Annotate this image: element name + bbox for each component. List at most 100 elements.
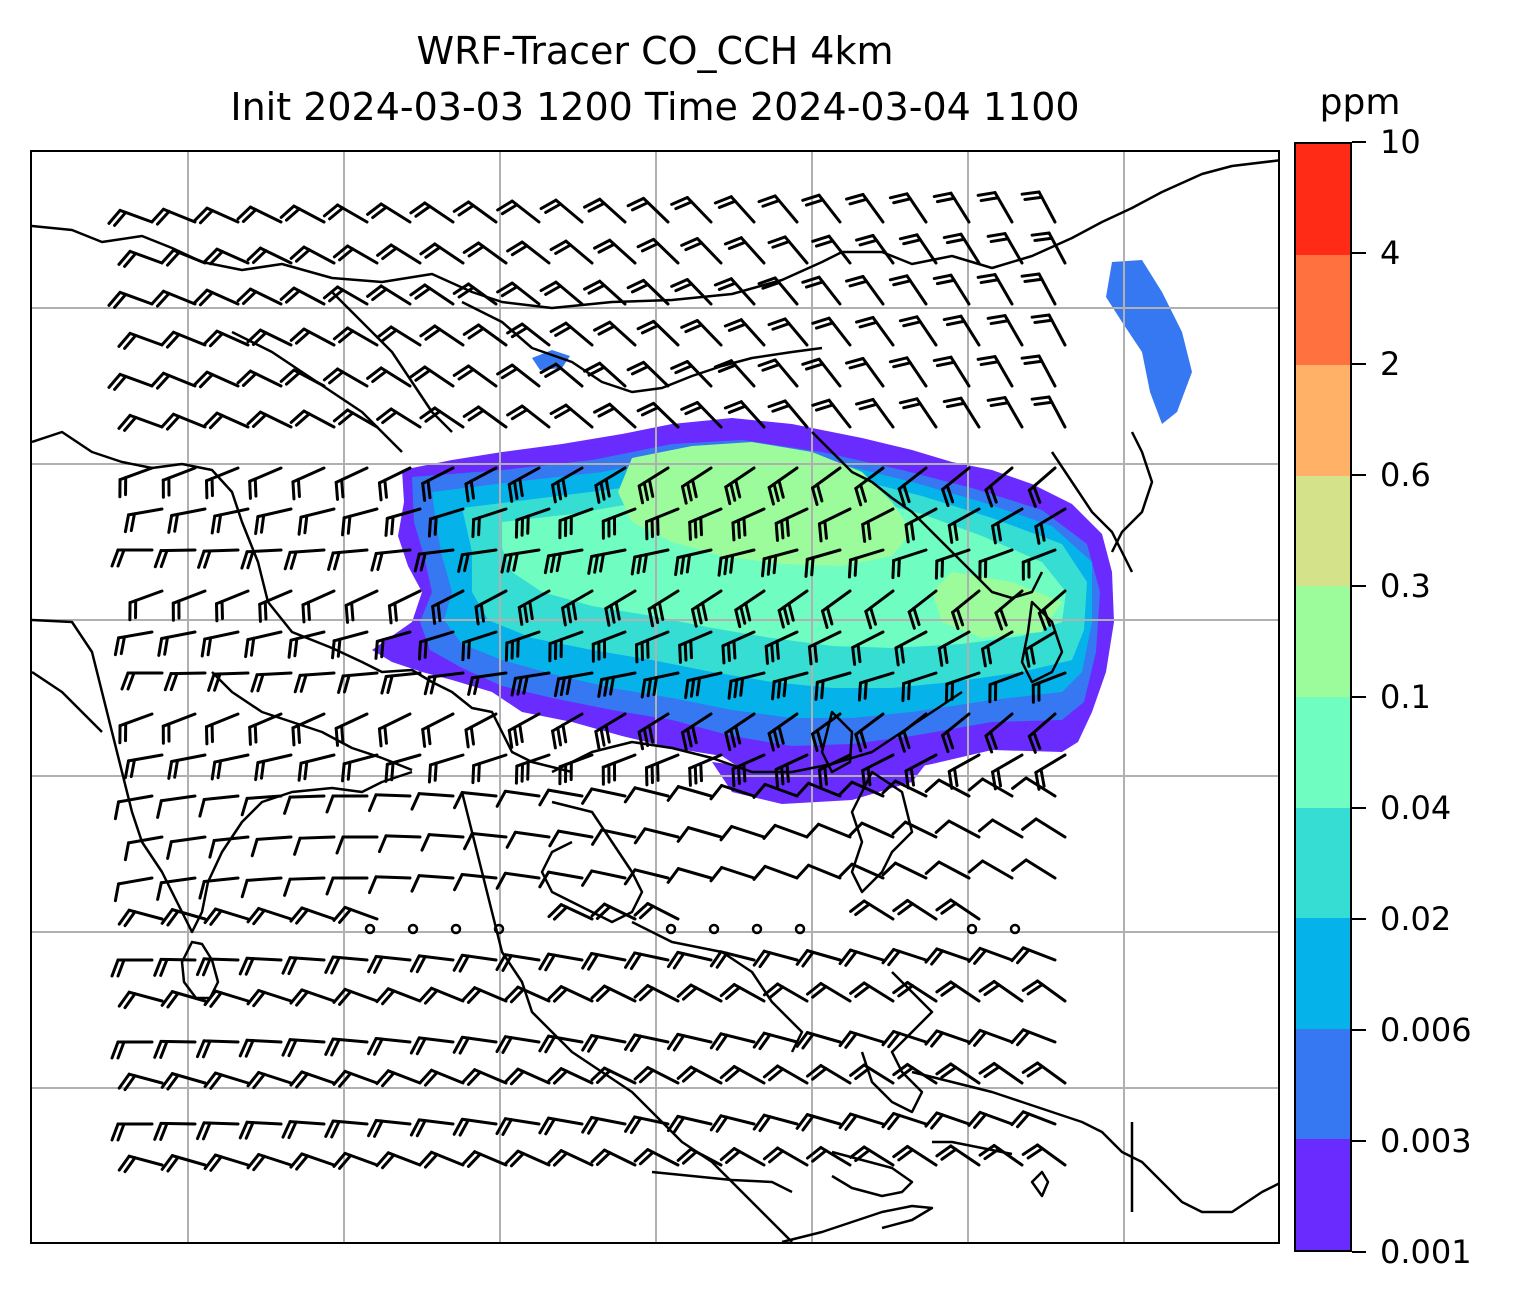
wind-barb (113, 630, 154, 657)
wind-barb (210, 753, 250, 781)
wind-barb (291, 712, 326, 747)
wind-barb (771, 671, 809, 701)
wind-barb (375, 1151, 422, 1170)
coastline-segment (540, 800, 644, 924)
wind-barb (1011, 858, 1057, 880)
wind-barb (238, 1038, 283, 1058)
wind-barb (891, 820, 938, 839)
calm-wind-marker (407, 923, 419, 935)
wind-barb (680, 237, 723, 265)
wind-barb (548, 630, 584, 663)
colorbar-tick-label: 2 (1380, 345, 1401, 383)
wind-barb (281, 956, 326, 976)
wind-barb (110, 958, 154, 978)
wind-barb (680, 401, 723, 429)
wind-barb (676, 1065, 723, 1085)
wind-barb (978, 1143, 1024, 1167)
wind-barb (640, 671, 680, 699)
wind-barb (967, 777, 1014, 798)
wind-barb (795, 863, 842, 880)
wind-barb (117, 908, 164, 928)
wind-barb (236, 369, 283, 388)
wind-barb (947, 753, 981, 790)
wind-barb (986, 396, 1024, 429)
wind-barb (366, 202, 412, 224)
wind-barb (666, 950, 713, 970)
wind-barb (543, 548, 584, 575)
wind-barb (1020, 354, 1057, 388)
wind-barb (250, 671, 293, 693)
wind-barb (240, 548, 283, 570)
wind-barb (845, 274, 885, 306)
wind-barb (881, 779, 928, 798)
colorbar-segment-7 (1296, 475, 1350, 587)
wind-barb (246, 906, 293, 926)
wind-barb (474, 589, 508, 626)
wind-barb (757, 358, 799, 388)
wind-barb (418, 986, 465, 1005)
wind-barb (153, 548, 197, 569)
wind-barb (680, 466, 713, 505)
wind-barb (409, 1118, 455, 1138)
wind-barb (888, 274, 928, 306)
wind-barb (1011, 776, 1057, 798)
wind-barb (604, 589, 637, 627)
wind-barb (594, 466, 627, 504)
wind-barb (593, 320, 637, 347)
wind-barb (767, 712, 799, 752)
wind-barb (897, 466, 928, 507)
wind-barb (719, 983, 766, 1003)
wind-barb (1020, 272, 1057, 306)
wind-barb (471, 753, 508, 785)
graticule-gridlines (32, 152, 1278, 1242)
wind-barb (848, 821, 895, 839)
wind-barb (777, 589, 809, 629)
wind-barb (897, 712, 928, 753)
wind-barb (849, 1063, 895, 1085)
wind-barb (814, 671, 852, 701)
wind-barb (325, 794, 369, 814)
wind-barb (709, 950, 756, 969)
wind-barb (1021, 548, 1057, 581)
wind-barb (207, 671, 250, 692)
wind-barb (898, 397, 938, 429)
wind-barb (690, 589, 723, 628)
colorbar-tick-label: 0.001 (1380, 1233, 1472, 1271)
coastline-segment (631, 920, 804, 1053)
wind-barb (924, 1111, 971, 1130)
wind-barb (171, 589, 207, 622)
wind-barb (549, 321, 594, 347)
chart-title-line2: Init 2024-03-03 1200 Time 2024-03-04 110… (230, 85, 1080, 129)
wind-barb (636, 237, 680, 265)
wind-barb (375, 1069, 422, 1088)
wind-barb (279, 286, 326, 306)
wind-barb (150, 371, 197, 390)
wind-barb (107, 290, 154, 309)
wind-barb (246, 246, 293, 265)
wind-barb (431, 589, 465, 625)
wind-barb (633, 1066, 680, 1085)
wind-barb (384, 753, 422, 783)
colorbar-tick (1352, 141, 1366, 143)
colorbar-tick-label: 0.04 (1380, 789, 1452, 827)
wind-barb (978, 979, 1024, 1003)
plume-patch-north (532, 350, 570, 370)
wind-barb (713, 359, 756, 388)
wind-barb (795, 781, 842, 798)
wind-barb (924, 860, 971, 880)
wind-barb (898, 315, 938, 347)
wind-barb (941, 466, 971, 508)
wind-barb (688, 507, 723, 541)
wind-barb (258, 589, 293, 623)
wind-barb (597, 671, 637, 698)
wind-barb (805, 1063, 852, 1085)
wind-barb (289, 327, 336, 347)
wind-barb (944, 671, 981, 703)
calm-wind-marker (1009, 923, 1021, 935)
wind-barb (453, 790, 498, 810)
wind-barb (851, 630, 885, 666)
wind-barb (548, 829, 594, 848)
wind-barb (888, 356, 928, 388)
wind-barb (881, 1111, 928, 1131)
wind-barb (120, 671, 164, 691)
